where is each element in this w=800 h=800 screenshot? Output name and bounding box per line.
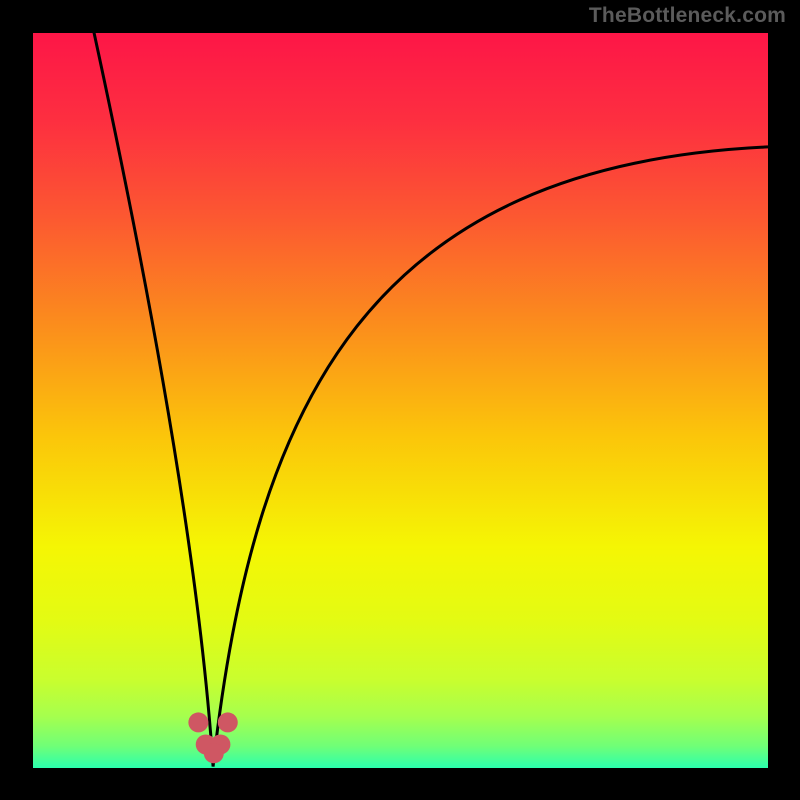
dip-marker-dot	[204, 743, 224, 763]
watermark-text: TheBottleneck.com	[589, 4, 786, 28]
dip-marker-dot	[188, 712, 208, 732]
plot-area	[33, 33, 768, 768]
dip-marker-dot	[218, 712, 238, 732]
bottleneck-chart	[0, 0, 800, 800]
